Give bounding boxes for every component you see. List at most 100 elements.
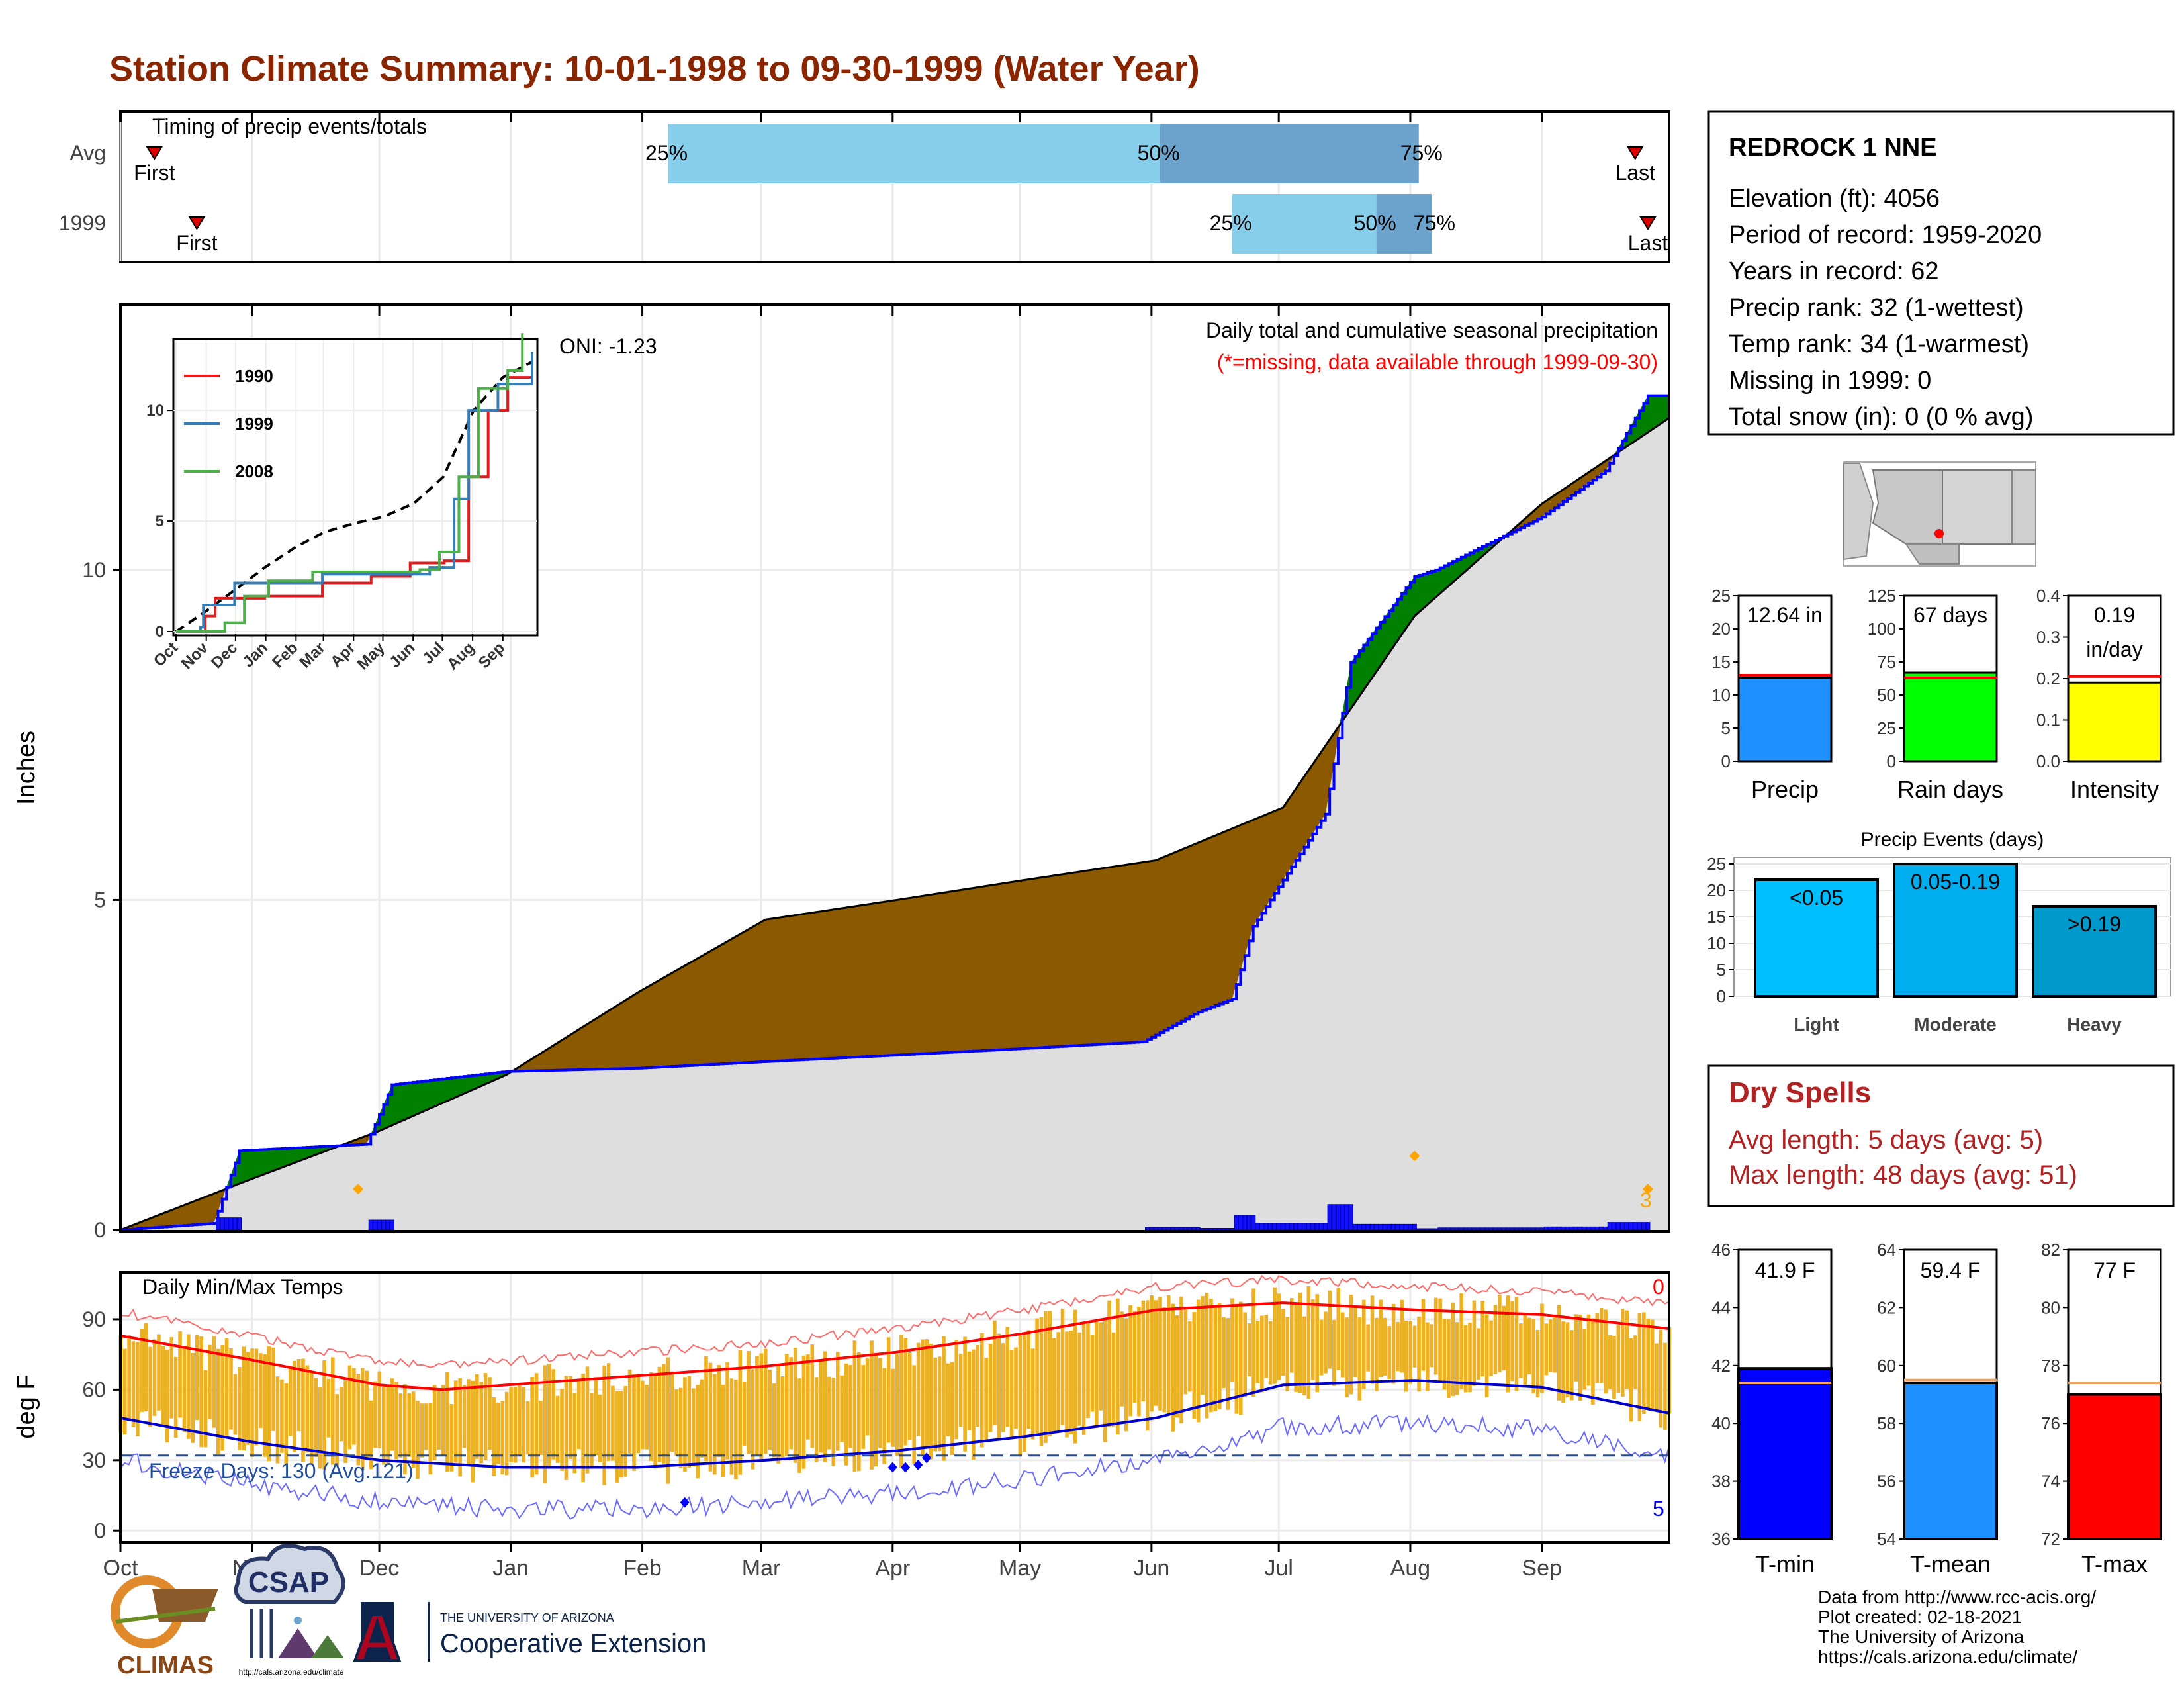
daily-temp-bar (852, 1340, 857, 1472)
daily-temp-bar (1077, 1332, 1081, 1426)
daily-temp-bar (441, 1385, 445, 1455)
daily-temp-bar (1217, 1303, 1222, 1409)
daily-temp-bar (547, 1364, 551, 1468)
daily-temp-bar (1260, 1315, 1264, 1393)
events-category-label: Light (1794, 1014, 1839, 1035)
daily-precip-bar (1285, 1223, 1290, 1231)
daily-temp-bar (1340, 1312, 1345, 1378)
daily-precip-bar (1251, 1215, 1256, 1231)
daily-precip-bar (1573, 1226, 1578, 1231)
daily-temp-bar (713, 1374, 717, 1475)
timing-title: Timing of precip events/totals (152, 115, 427, 138)
daily-temp-bar (1447, 1319, 1451, 1398)
daily-temp-bar (453, 1380, 458, 1463)
daily-temp-bar (602, 1365, 606, 1485)
temp-bar-value-label: 59.4 F (1921, 1258, 1981, 1282)
daily-temp-bar (979, 1333, 984, 1448)
month-label: Apr (875, 1556, 910, 1581)
daily-temp-bar (525, 1401, 530, 1455)
daily-temp-bar (569, 1376, 572, 1459)
daily-temp-bar (356, 1374, 361, 1466)
daily-temp-bar (1608, 1335, 1612, 1389)
daily-temp-bar (191, 1352, 195, 1443)
daily-temp-bar (1137, 1307, 1141, 1417)
daily-temp-bar (242, 1346, 246, 1451)
daily-precip-bar (1221, 1228, 1226, 1231)
daily-temp-bar (1255, 1321, 1260, 1383)
daily-temp-bar (1209, 1299, 1213, 1413)
mini-bar-ytick-label: 50 (1877, 685, 1896, 705)
daily-precip-bar (1208, 1228, 1214, 1231)
daily-temp-bar (929, 1343, 933, 1460)
station-detail-line: Years in record: 62 (1729, 258, 1939, 285)
daily-temp-bar (1544, 1323, 1549, 1376)
csap-logo: CSAP http://cals.arizona.edu/climate (234, 1544, 345, 1677)
month-label: Mar (742, 1556, 781, 1581)
daily-temp-bar (1294, 1305, 1298, 1392)
daily-temp-bar (662, 1364, 666, 1464)
daily-temp-bar (725, 1362, 729, 1460)
timing-q50-label: 50% (1138, 141, 1180, 165)
daily-temp-bar (509, 1387, 513, 1462)
mini-bar-ytick-label: 0 (1887, 751, 1896, 771)
temp-bar-value (1903, 1382, 1998, 1541)
daily-temp-bar (136, 1342, 140, 1436)
mini-bar-value (1903, 671, 1998, 763)
cold-extreme-diamond (901, 1462, 911, 1473)
daily-temp-bar (1477, 1328, 1480, 1380)
daily-temp-bar (1510, 1301, 1514, 1382)
timing-bar-q1 (668, 124, 1160, 183)
timing-q75-label: 75% (1413, 211, 1455, 235)
ua-cooperative-extension: Cooperative Extension (440, 1629, 706, 1658)
daily-precip-bar (1158, 1227, 1163, 1231)
daily-temp-bar (827, 1376, 831, 1450)
precip-y-ticks: 0 5 10 (82, 558, 120, 1242)
daily-temp-bar (780, 1376, 785, 1458)
daily-temp-bar (619, 1391, 623, 1478)
daily-precip-bar (1535, 1227, 1540, 1231)
daily-temp-bar (551, 1369, 556, 1460)
daily-temp-bar (683, 1377, 687, 1472)
daily-temp-bar (1044, 1311, 1048, 1443)
daily-precip-bar (1565, 1226, 1570, 1231)
daily-precip-bar (1569, 1226, 1574, 1231)
daily-temp-bar (1213, 1305, 1218, 1411)
daily-temp-bar (1090, 1335, 1095, 1412)
daily-temp-bar (259, 1353, 263, 1429)
daily-temp-bar (1612, 1336, 1616, 1399)
first-event-label: First (134, 161, 175, 185)
daily-temp-bar (352, 1368, 356, 1445)
timing-panel: Timing of precip events/totals Avg 1999 … (59, 110, 1670, 263)
temp-bar-ytick-label: 38 (1711, 1472, 1731, 1491)
daily-temp-bar (1493, 1305, 1498, 1374)
daily-precip-bar (1408, 1223, 1413, 1231)
daily-temp-bar (874, 1352, 878, 1467)
daily-temp-bar (1468, 1322, 1472, 1393)
daily-temp-bar (772, 1383, 776, 1458)
dry-spells-box: Dry Spells Avg length: 5 days (avg: 5) M… (1707, 1064, 2175, 1207)
daily-precip-bar (1390, 1223, 1396, 1231)
daily-temp-bar (581, 1373, 585, 1483)
daily-temp-bar (1379, 1299, 1383, 1378)
daily-temp-bar (1009, 1350, 1014, 1437)
daily-temp-bar (1332, 1320, 1336, 1386)
events-category-label: Moderate (1914, 1014, 1996, 1035)
daily-temp-bar (462, 1385, 467, 1448)
month-label: Sep (1522, 1556, 1562, 1581)
daily-temp-bar (1565, 1322, 1570, 1397)
precip-panel: Daily total and cumulative seasonal prec… (13, 303, 1670, 1242)
daily-temp-bar (1179, 1296, 1183, 1424)
daily-precip-bar (1582, 1226, 1587, 1231)
temp-ytick-label: 90 (82, 1307, 106, 1331)
daily-temp-bar (195, 1335, 199, 1420)
daily-temp-bar (1120, 1311, 1124, 1407)
temp-bar-ytick-label: 40 (1711, 1413, 1731, 1433)
timing-q25-label: 25% (1210, 211, 1252, 235)
daily-temp-bar (1463, 1325, 1468, 1393)
daily-temp-bar (1412, 1325, 1417, 1368)
daily-temp-bar (1251, 1288, 1255, 1397)
daily-temp-bar (976, 1344, 980, 1427)
daily-precip-bar (1230, 1228, 1235, 1231)
daily-temp-bar (1238, 1301, 1243, 1415)
daily-temp-bar (1234, 1305, 1239, 1414)
